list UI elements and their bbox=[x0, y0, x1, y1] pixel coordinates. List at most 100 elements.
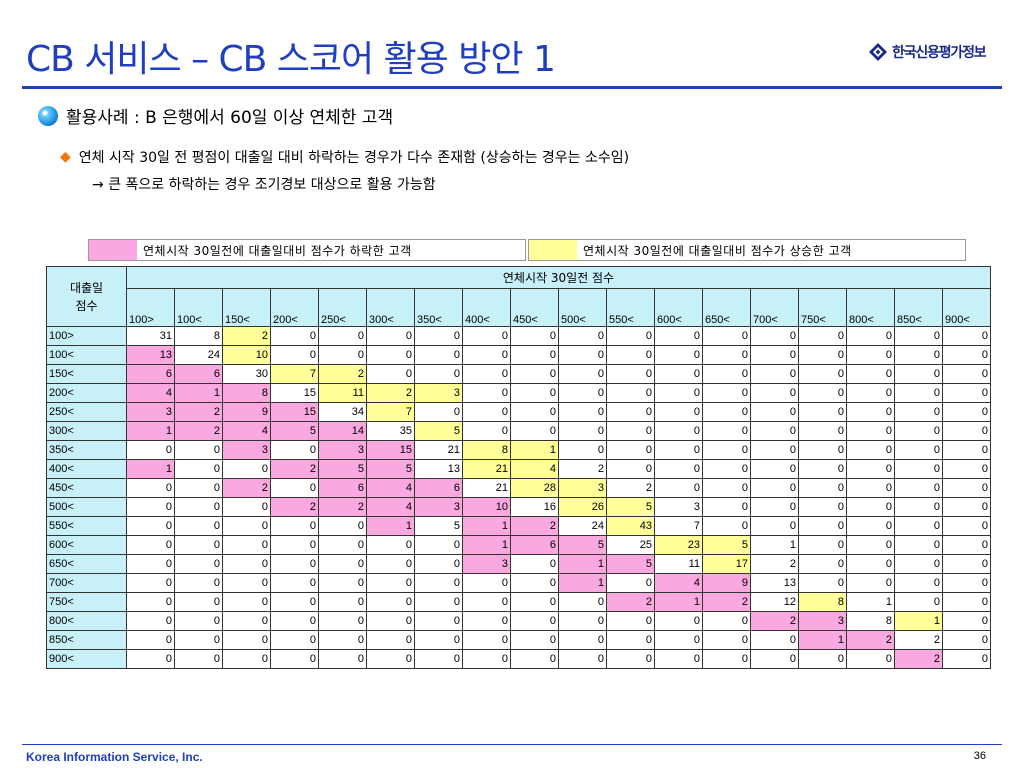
table-cell: 0 bbox=[366, 630, 415, 650]
table-cell: 0 bbox=[894, 364, 943, 384]
table-cell: 0 bbox=[942, 345, 991, 365]
table-cell: 2 bbox=[894, 649, 943, 669]
table-cell: 2 bbox=[558, 459, 607, 479]
table-cell: 0 bbox=[318, 592, 367, 612]
table-cell: 0 bbox=[750, 345, 799, 365]
diamond-bullet-icon: ◆ bbox=[60, 149, 71, 165]
table-cell: 11 bbox=[654, 554, 703, 574]
table-cell: 0 bbox=[702, 383, 751, 403]
table-cell: 5 bbox=[318, 459, 367, 479]
table-cell: 0 bbox=[798, 535, 847, 555]
table-cell: 0 bbox=[942, 478, 991, 498]
table-row: 700< 0 0 0 0 0 0 0 0 0 1 0 4 9 13 0 0 0 0 bbox=[46, 573, 991, 593]
table-cell: 24 bbox=[558, 516, 607, 536]
table-cell: 0 bbox=[414, 611, 463, 631]
table-cell: 0 bbox=[558, 649, 607, 669]
table-cell: 0 bbox=[222, 554, 271, 574]
table-cell: 0 bbox=[702, 326, 751, 346]
table-cell: 0 bbox=[846, 383, 895, 403]
table-cell: 7 bbox=[270, 364, 319, 384]
table-cell: 3 bbox=[126, 402, 175, 422]
table-cell: 0 bbox=[894, 478, 943, 498]
table-cell: 0 bbox=[894, 326, 943, 346]
row-header: 350< bbox=[46, 440, 127, 460]
table-row: 400< 1 0 0 2 5 5 13 21 4 2 0 0 0 0 0 0 0 0 bbox=[46, 459, 991, 479]
table-cell: 0 bbox=[846, 516, 895, 536]
table-cell: 0 bbox=[846, 364, 895, 384]
table-cell: 0 bbox=[654, 440, 703, 460]
table-cell: 8 bbox=[798, 592, 847, 612]
table-cell: 2 bbox=[510, 516, 559, 536]
table-cell: 0 bbox=[798, 383, 847, 403]
column-header: 550< bbox=[606, 288, 655, 327]
blue-ball-bullet-icon bbox=[38, 105, 58, 126]
table-cell: 0 bbox=[558, 402, 607, 422]
table-cell: 0 bbox=[222, 459, 271, 479]
table-cell: 0 bbox=[222, 611, 271, 631]
row-header: 550< bbox=[46, 516, 127, 536]
table-cell: 0 bbox=[558, 345, 607, 365]
column-header: 300< bbox=[366, 288, 415, 327]
table-cell: 0 bbox=[510, 630, 559, 650]
table-cell: 0 bbox=[558, 592, 607, 612]
table-cell: 8 bbox=[846, 611, 895, 631]
table-cell: 0 bbox=[222, 630, 271, 650]
table-cell: 0 bbox=[366, 345, 415, 365]
column-header: 750< bbox=[798, 288, 847, 327]
table-cell: 0 bbox=[942, 383, 991, 403]
row-header: 700< bbox=[46, 573, 127, 593]
table-cell: 0 bbox=[798, 478, 847, 498]
title-divider bbox=[22, 86, 1002, 89]
table-cell: 0 bbox=[606, 421, 655, 441]
table-cell: 0 bbox=[654, 649, 703, 669]
table-cell: 0 bbox=[846, 497, 895, 517]
table-cell: 0 bbox=[462, 402, 511, 422]
row-header: 400< bbox=[46, 459, 127, 479]
table-cell: 3 bbox=[318, 440, 367, 460]
table-cell: 23 bbox=[654, 535, 703, 555]
table-cell: 6 bbox=[126, 364, 175, 384]
footer-company: Korea Information Service, Inc. bbox=[26, 750, 203, 764]
table-row: 500< 0 0 0 2 2 4 3 10 16 26 5 3 0 0 0 0 0 0 bbox=[46, 497, 991, 517]
table-cell: 0 bbox=[558, 440, 607, 460]
table-cell: 0 bbox=[798, 345, 847, 365]
table-cell: 2 bbox=[366, 383, 415, 403]
table-cell: 21 bbox=[462, 478, 511, 498]
table-cell: 0 bbox=[462, 649, 511, 669]
table-cell: 0 bbox=[942, 364, 991, 384]
table-cell: 10 bbox=[462, 497, 511, 517]
table-cell: 10 bbox=[222, 345, 271, 365]
table-cell: 0 bbox=[222, 649, 271, 669]
table-cell: 4 bbox=[366, 478, 415, 498]
table-cell: 0 bbox=[270, 535, 319, 555]
table-cell: 17 bbox=[702, 554, 751, 574]
table-cell: 1 bbox=[846, 592, 895, 612]
table-cell: 0 bbox=[174, 573, 223, 593]
table-cell: 0 bbox=[318, 326, 367, 346]
table-cell: 0 bbox=[270, 573, 319, 593]
table-cell: 0 bbox=[846, 326, 895, 346]
table-row: 750< 0 0 0 0 0 0 0 0 0 0 2 1 2 12 8 1 0 0 bbox=[46, 592, 991, 612]
table-cell: 21 bbox=[414, 440, 463, 460]
table-cell: 0 bbox=[366, 573, 415, 593]
table-cell: 0 bbox=[126, 592, 175, 612]
table-cell: 0 bbox=[750, 402, 799, 422]
footer-divider bbox=[22, 744, 1002, 745]
table-cell: 0 bbox=[894, 383, 943, 403]
table-cell: 0 bbox=[846, 459, 895, 479]
table-cell: 3 bbox=[222, 440, 271, 460]
table-cell: 0 bbox=[510, 573, 559, 593]
table-row: 300< 1 2 4 5 14 35 5 0 0 0 0 0 0 0 0 0 0 0 bbox=[46, 421, 991, 441]
table-cell: 0 bbox=[942, 649, 991, 669]
table-cell: 0 bbox=[510, 421, 559, 441]
table-cell: 0 bbox=[414, 592, 463, 612]
table-cell: 1 bbox=[126, 459, 175, 479]
table-cell: 0 bbox=[606, 611, 655, 631]
table-cell: 0 bbox=[558, 630, 607, 650]
table-cell: 0 bbox=[222, 535, 271, 555]
table-cell: 0 bbox=[174, 611, 223, 631]
table-cell: 2 bbox=[702, 592, 751, 612]
page-number: 36 bbox=[973, 750, 986, 762]
table-cell: 2 bbox=[174, 421, 223, 441]
table-cell: 0 bbox=[750, 630, 799, 650]
